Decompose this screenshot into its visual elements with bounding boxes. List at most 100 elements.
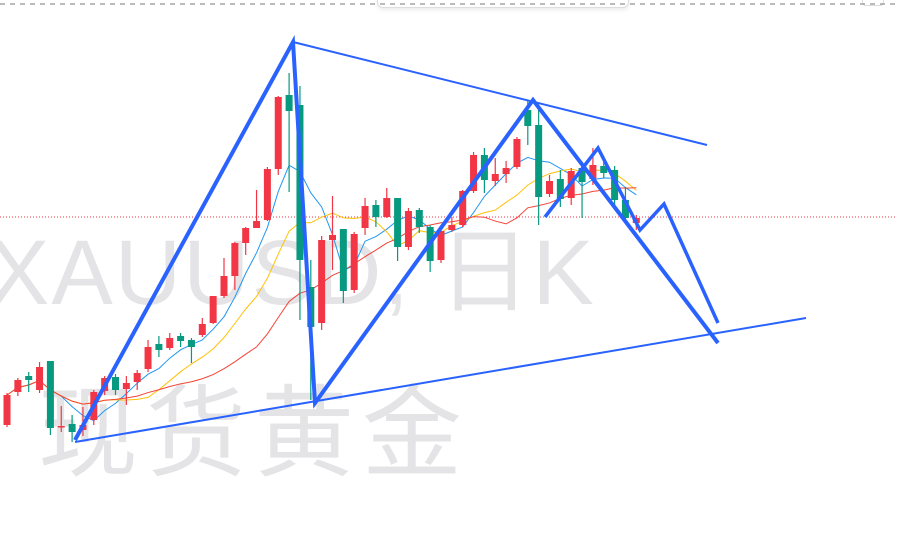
candle bbox=[448, 217, 456, 232]
candle-body bbox=[112, 377, 119, 390]
candle-body bbox=[383, 198, 391, 217]
candle-body bbox=[589, 165, 597, 179]
candle bbox=[144, 340, 152, 372]
candle bbox=[470, 152, 478, 193]
candle bbox=[14, 378, 22, 396]
candle-body bbox=[535, 125, 543, 197]
candle-body bbox=[513, 139, 521, 167]
candle bbox=[112, 374, 119, 395]
candle bbox=[177, 333, 185, 347]
candle bbox=[3, 393, 11, 427]
candle-body bbox=[350, 234, 358, 290]
candle-body bbox=[394, 198, 402, 247]
candle-body bbox=[621, 200, 629, 218]
candle-body bbox=[177, 336, 185, 341]
candle bbox=[133, 370, 141, 390]
candle-body bbox=[524, 110, 532, 126]
candle-body bbox=[155, 344, 163, 350]
candle bbox=[491, 158, 499, 186]
candle-body bbox=[187, 340, 195, 347]
candle bbox=[339, 229, 347, 303]
watermark-name: 现货黄金 bbox=[38, 375, 470, 492]
candle bbox=[187, 338, 195, 363]
candle bbox=[350, 232, 358, 293]
candle-body bbox=[448, 225, 456, 230]
candle-body bbox=[144, 347, 152, 369]
upper-trendline[interactable] bbox=[292, 41, 708, 146]
candle-body bbox=[3, 395, 11, 425]
candle-body bbox=[25, 376, 33, 380]
candle-body bbox=[611, 170, 619, 200]
candle-body bbox=[578, 168, 586, 182]
candle-body bbox=[122, 383, 130, 389]
zigzag-main[interactable] bbox=[73, 34, 720, 441]
candle-body bbox=[68, 424, 76, 432]
candle bbox=[122, 376, 130, 405]
candle-body bbox=[502, 168, 510, 174]
candle bbox=[242, 227, 250, 255]
candle-body bbox=[209, 296, 217, 323]
candle bbox=[68, 415, 76, 442]
candle bbox=[36, 362, 44, 393]
candle-body bbox=[166, 338, 174, 348]
candle bbox=[513, 137, 521, 169]
candle bbox=[274, 96, 282, 175]
candle bbox=[611, 166, 619, 207]
candle bbox=[394, 198, 402, 261]
candle-body bbox=[14, 380, 22, 392]
candle-body bbox=[372, 205, 380, 217]
candle bbox=[318, 236, 326, 330]
candle bbox=[546, 175, 553, 197]
candle-body bbox=[285, 95, 293, 111]
candle bbox=[285, 73, 293, 192]
candle bbox=[383, 188, 391, 218]
candle-body bbox=[231, 243, 239, 276]
candle bbox=[25, 372, 33, 392]
candle bbox=[437, 228, 445, 263]
candle bbox=[263, 167, 271, 221]
candle bbox=[57, 406, 65, 432]
candle-body bbox=[437, 231, 445, 260]
candle-body bbox=[404, 211, 412, 247]
candle-body bbox=[220, 276, 228, 296]
candle-body bbox=[361, 206, 369, 228]
candle-body bbox=[274, 97, 282, 169]
candle-body bbox=[600, 166, 608, 173]
candle bbox=[535, 108, 543, 225]
candle bbox=[231, 242, 239, 290]
candle-body bbox=[46, 361, 54, 428]
candle bbox=[46, 361, 54, 435]
candle-body bbox=[459, 191, 467, 225]
candle bbox=[361, 198, 369, 235]
candle-body bbox=[253, 221, 261, 228]
candle-body bbox=[556, 179, 564, 199]
candle-body bbox=[133, 373, 141, 382]
candle-body bbox=[491, 174, 499, 181]
candle-body bbox=[57, 426, 65, 428]
candle-body bbox=[36, 367, 44, 390]
candle bbox=[578, 165, 586, 218]
candle-body bbox=[329, 235, 336, 240]
candle-body bbox=[318, 240, 326, 323]
lower-trendline[interactable] bbox=[74, 317, 807, 443]
candle-body bbox=[339, 229, 347, 291]
candle bbox=[329, 196, 336, 270]
toolbar-small-button[interactable] bbox=[862, 0, 884, 6]
candle bbox=[415, 208, 423, 233]
candle bbox=[502, 161, 510, 183]
candle bbox=[198, 318, 206, 337]
candle bbox=[166, 333, 174, 350]
zigzag-secondary[interactable] bbox=[543, 144, 720, 324]
candle-body bbox=[198, 324, 206, 335]
candle-body bbox=[546, 181, 553, 194]
candle-body bbox=[415, 210, 423, 227]
candle bbox=[404, 208, 412, 250]
candle bbox=[209, 296, 217, 324]
candle bbox=[253, 190, 261, 228]
candle bbox=[372, 200, 380, 227]
ma5-line bbox=[6, 156, 637, 422]
candle-body bbox=[470, 155, 478, 191]
candle bbox=[220, 258, 228, 298]
candle-body bbox=[263, 169, 271, 220]
